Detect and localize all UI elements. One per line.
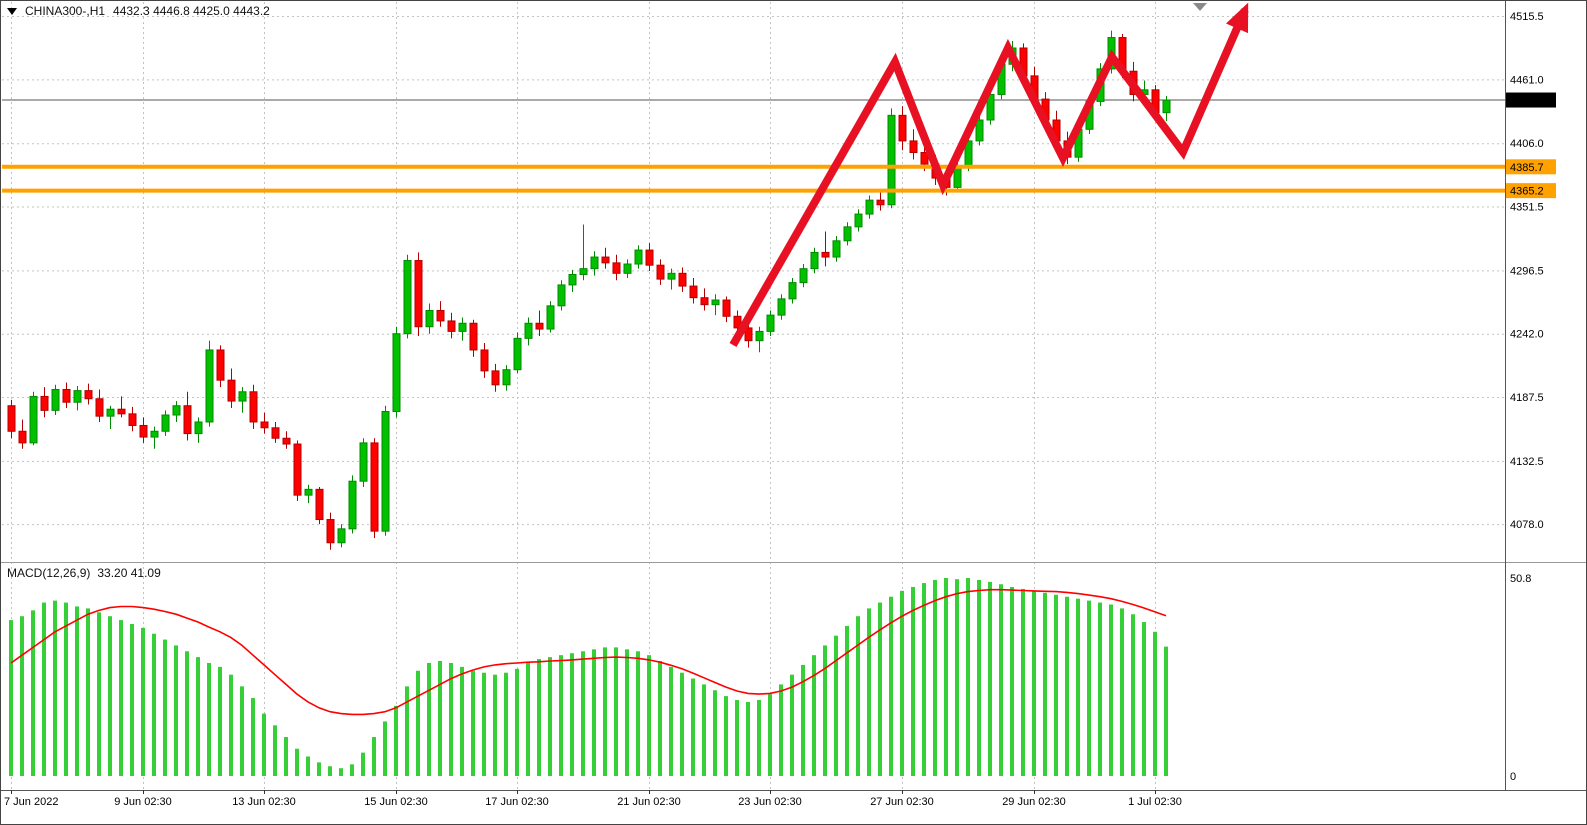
svg-text:4296.5: 4296.5	[1510, 265, 1544, 277]
trend-arrow-annotation[interactable]	[729, 2, 1249, 347]
svg-text:0: 0	[1510, 771, 1516, 783]
candles-layer	[7, 30, 1171, 550]
symbol-dropdown-icon[interactable]	[7, 7, 17, 15]
grid-layer	[2, 2, 1505, 790]
symbol-timeframe-label: CHINA300-,H1	[25, 4, 106, 18]
price-axis[interactable]: 4515.5 4461.0 4406.0 4351.5 4296.5 4242.0 4187…	[1510, 11, 1544, 531]
svg-text:4443.2: 4443.2	[1510, 95, 1544, 107]
svg-text:4187.5: 4187.5	[1510, 392, 1544, 404]
svg-text:4515.5: 4515.5	[1510, 11, 1544, 23]
macd-axis[interactable]: 50.80	[1510, 573, 1531, 783]
macd-signal-line	[10, 588, 1167, 716]
svg-text:4365.2: 4365.2	[1510, 186, 1544, 198]
svg-text:50.8: 50.8	[1510, 573, 1531, 585]
svg-text:27 Jun 02:30: 27 Jun 02:30	[870, 796, 934, 808]
bid-price-tag: 4443.2	[1506, 92, 1556, 108]
svg-text:9 Jun 02:30: 9 Jun 02:30	[114, 796, 172, 808]
svg-text:21 Jun 02:30: 21 Jun 02:30	[617, 796, 681, 808]
macd-values: 33.20 41.09	[97, 566, 161, 580]
line-price-tag: 4385.7	[1506, 159, 1556, 175]
macd-histogram	[9, 578, 1168, 776]
svg-text:4406.0: 4406.0	[1510, 138, 1544, 150]
svg-text:4461.0: 4461.0	[1510, 74, 1544, 86]
svg-text:15 Jun 02:30: 15 Jun 02:30	[364, 796, 428, 808]
scroll-marker-icon[interactable]	[1193, 3, 1207, 11]
svg-text:17 Jun 02:30: 17 Jun 02:30	[485, 796, 549, 808]
svg-text:13 Jun 02:30: 13 Jun 02:30	[232, 796, 296, 808]
macd-title: MACD(12,26,9)	[7, 566, 91, 580]
svg-text:4242.0: 4242.0	[1510, 329, 1544, 341]
svg-text:7 Jun 2022: 7 Jun 2022	[4, 796, 58, 808]
macd-indicator-label: MACD(12,26,9) 33.20 41.09	[7, 566, 161, 580]
svg-text:4351.5: 4351.5	[1510, 202, 1544, 214]
line-price-tag: 4365.2	[1506, 183, 1556, 199]
svg-text:4385.7: 4385.7	[1510, 162, 1544, 174]
svg-text:1 Jul 02:30: 1 Jul 02:30	[1128, 796, 1182, 808]
svg-text:23 Jun 02:30: 23 Jun 02:30	[738, 796, 802, 808]
svg-text:4132.5: 4132.5	[1510, 456, 1544, 468]
svg-text:29 Jun 02:30: 29 Jun 02:30	[1002, 796, 1066, 808]
chart-header: CHINA300-,H1 4432.3 4446.8 4425.0 4443.2	[7, 4, 270, 18]
svg-text:4078.0: 4078.0	[1510, 519, 1544, 531]
time-axis[interactable]: 7 Jun 2022 9 Jun 02:30 13 Jun 02:30 15 Jun …	[4, 790, 1182, 808]
ohlc-values: 4432.3 4446.8 4425.0 4443.2	[113, 4, 270, 18]
